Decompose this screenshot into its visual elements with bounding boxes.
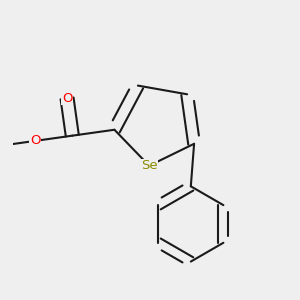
- Text: O: O: [30, 134, 40, 147]
- Text: O: O: [62, 92, 72, 105]
- Text: Se: Se: [141, 159, 158, 172]
